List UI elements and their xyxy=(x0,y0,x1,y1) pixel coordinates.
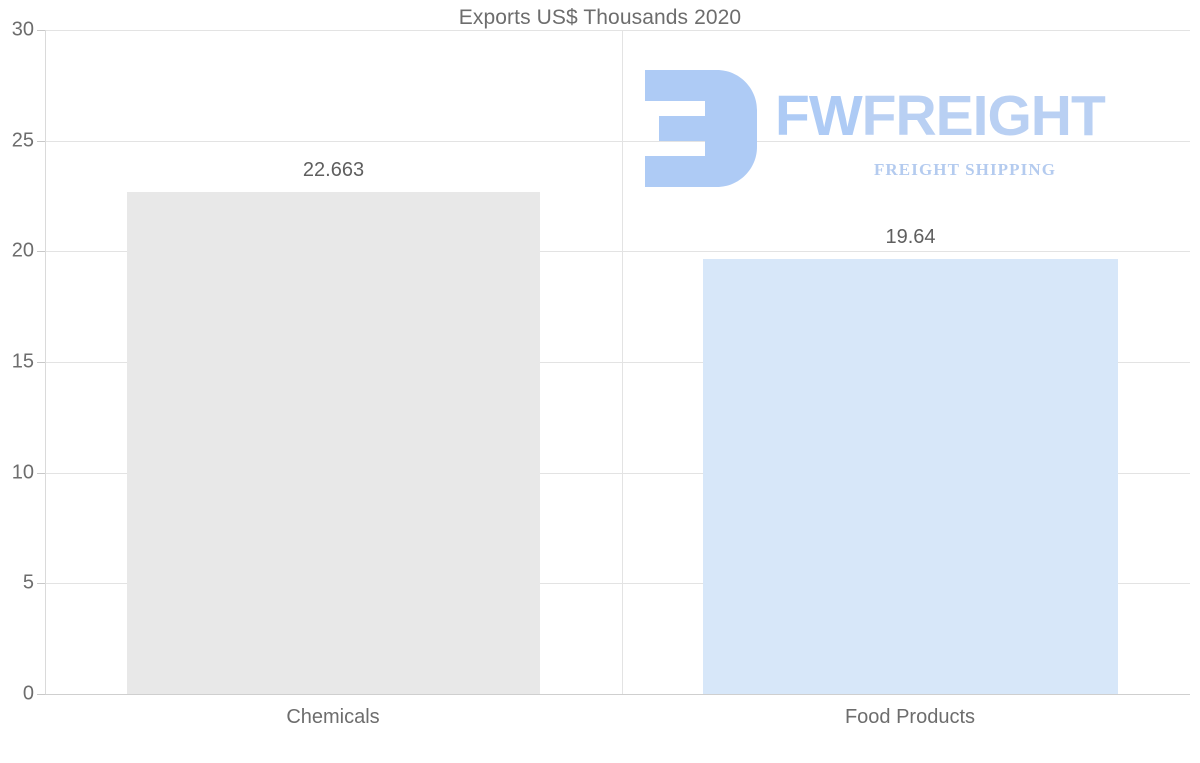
y-axis-tick-label: 0 xyxy=(22,682,34,705)
bar[interactable] xyxy=(127,192,540,694)
bar-value-label: 22.663 xyxy=(302,159,365,182)
gridline-horizontal xyxy=(45,251,1190,253)
y-axis-tick-label: 10 xyxy=(11,461,34,484)
bar[interactable] xyxy=(703,259,1118,694)
plot-area xyxy=(45,30,1190,695)
y-axis-tick-mark xyxy=(37,251,45,253)
y-axis-tick-mark xyxy=(37,583,45,585)
x-axis-tick-label: Chemicals xyxy=(286,706,380,728)
bar-value-label: 19.64 xyxy=(885,226,936,249)
gridline-horizontal xyxy=(45,140,1190,142)
gridline-vertical xyxy=(622,30,623,694)
y-axis-tick-label: 20 xyxy=(11,239,34,262)
y-axis-tick-mark xyxy=(37,362,45,363)
x-axis-tick-label: Food Products xyxy=(844,706,976,728)
y-axis-tick-mark xyxy=(37,140,45,142)
y-axis-tick-mark xyxy=(37,694,45,695)
x-axis-line xyxy=(45,694,1190,695)
y-axis-tick-label: 25 xyxy=(11,129,34,152)
gridline-horizontal xyxy=(45,472,1190,474)
gridline-horizontal xyxy=(45,30,1190,31)
chart-title: Exports US$ Thousands 2020 xyxy=(458,6,742,29)
y-axis-tick-mark xyxy=(37,472,45,474)
y-axis-line xyxy=(45,30,46,694)
y-axis-tick-label: 30 xyxy=(11,18,34,41)
gridline-horizontal xyxy=(45,362,1190,363)
y-axis-tick-mark xyxy=(37,30,45,31)
y-axis-tick-label: 5 xyxy=(22,571,34,594)
y-axis-tick-label: 15 xyxy=(11,350,34,373)
gridline-horizontal xyxy=(45,583,1190,585)
